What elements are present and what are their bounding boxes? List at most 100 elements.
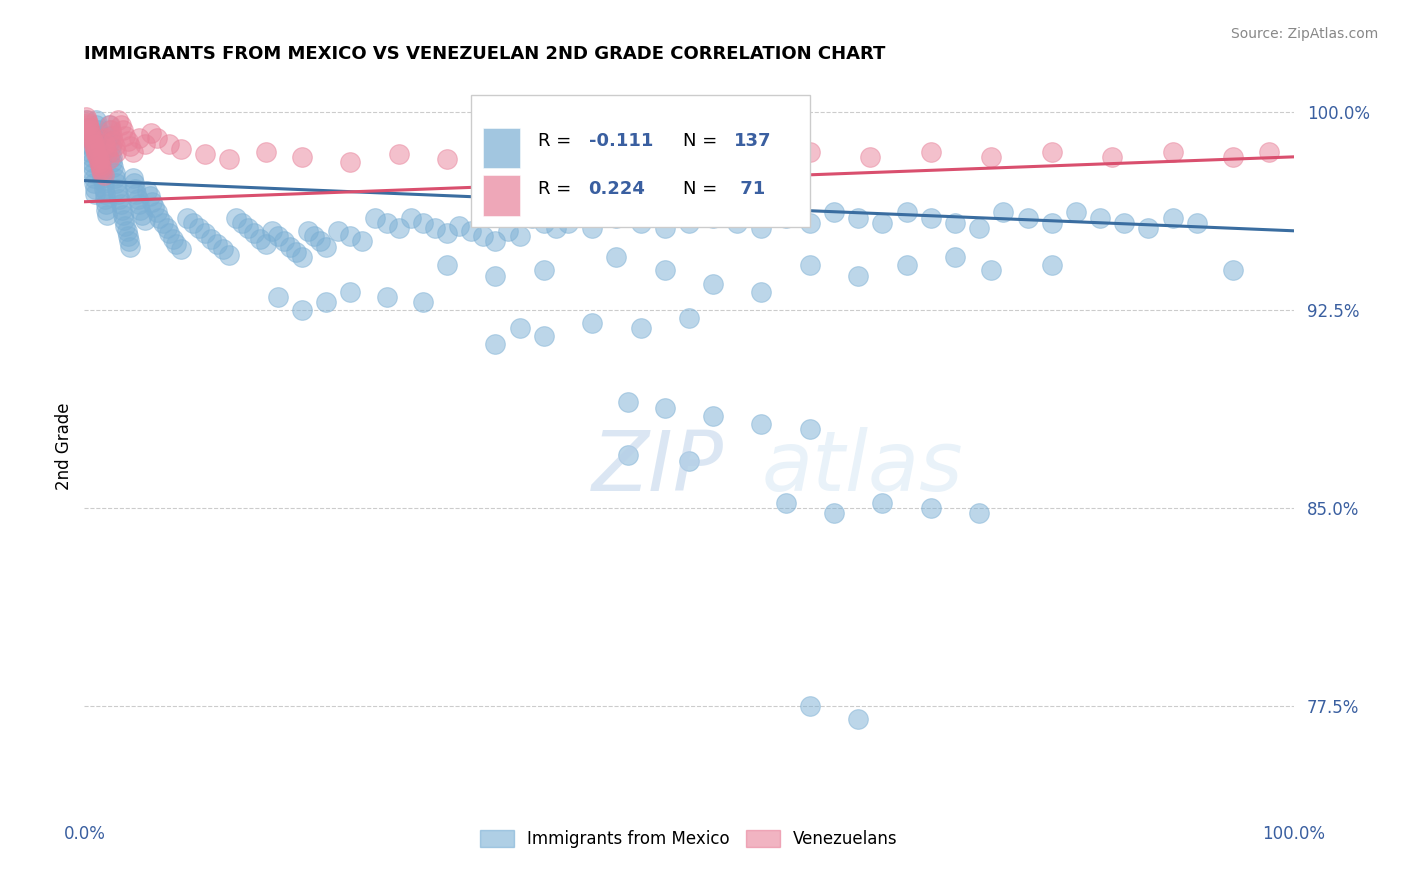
- Point: [943, 216, 966, 230]
- Text: R =: R =: [538, 132, 576, 150]
- Point: [79, 145, 101, 159]
- Point: [484, 235, 506, 249]
- FancyBboxPatch shape: [471, 95, 810, 227]
- Point: [605, 250, 627, 264]
- Point: [1161, 211, 1184, 225]
- Bar: [484, 176, 520, 216]
- Point: [249, 232, 271, 246]
- Point: [170, 142, 193, 156]
- Point: [77, 136, 100, 151]
- Legend: Immigrants from Mexico, Venezuelans: Immigrants from Mexico, Venezuelans: [474, 823, 904, 855]
- Point: [121, 145, 143, 159]
- Point: [117, 134, 139, 148]
- Point: [799, 216, 821, 230]
- Point: [86, 118, 108, 132]
- Point: [111, 202, 134, 217]
- Point: [98, 134, 121, 148]
- Point: [143, 200, 166, 214]
- Point: [139, 126, 162, 140]
- Point: [496, 224, 519, 238]
- Point: [97, 123, 120, 137]
- Point: [617, 147, 640, 161]
- Point: [846, 268, 869, 283]
- Point: [967, 506, 990, 520]
- Point: [97, 118, 120, 132]
- Point: [170, 242, 193, 256]
- Point: [87, 139, 110, 153]
- Point: [96, 147, 118, 161]
- Point: [267, 229, 290, 244]
- Point: [80, 150, 103, 164]
- Point: [1017, 211, 1039, 225]
- Point: [339, 229, 361, 244]
- Point: [273, 235, 295, 249]
- Point: [112, 123, 135, 137]
- Text: N =: N =: [683, 179, 723, 197]
- Point: [412, 216, 434, 230]
- Point: [100, 139, 122, 153]
- Point: [544, 221, 567, 235]
- Point: [86, 128, 108, 143]
- Point: [104, 166, 127, 180]
- Point: [896, 258, 918, 272]
- Point: [297, 224, 319, 238]
- Point: [309, 235, 332, 249]
- Point: [110, 197, 132, 211]
- Point: [1114, 216, 1136, 230]
- Point: [678, 453, 700, 467]
- Point: [77, 123, 100, 137]
- Point: [118, 235, 141, 249]
- Point: [86, 123, 108, 137]
- Point: [84, 142, 107, 156]
- Point: [605, 211, 627, 225]
- Point: [339, 285, 361, 299]
- Point: [90, 155, 112, 169]
- Point: [121, 171, 143, 186]
- Point: [127, 192, 149, 206]
- Point: [751, 285, 773, 299]
- Point: [1088, 211, 1111, 225]
- Point: [291, 250, 314, 264]
- Point: [509, 321, 531, 335]
- Point: [82, 166, 104, 180]
- Point: [388, 147, 411, 161]
- Point: [449, 219, 471, 233]
- Point: [980, 150, 1002, 164]
- Point: [80, 155, 103, 169]
- Point: [1040, 216, 1063, 230]
- Point: [212, 242, 235, 256]
- Point: [90, 161, 112, 175]
- Point: [315, 295, 337, 310]
- Point: [82, 161, 104, 175]
- Point: [83, 136, 105, 151]
- Text: 137: 137: [734, 132, 770, 150]
- Point: [129, 202, 152, 217]
- Point: [1258, 145, 1281, 159]
- Point: [278, 239, 301, 253]
- Point: [533, 263, 555, 277]
- Point: [859, 150, 882, 164]
- Point: [76, 120, 98, 135]
- Point: [93, 169, 115, 183]
- Point: [702, 277, 724, 291]
- Point: [751, 417, 773, 431]
- Point: [654, 263, 676, 277]
- Point: [76, 112, 98, 127]
- Point: [87, 153, 110, 167]
- Point: [1040, 258, 1063, 272]
- Point: [77, 131, 100, 145]
- Point: [630, 216, 652, 230]
- Point: [231, 216, 253, 230]
- Point: [242, 227, 264, 241]
- Point: [920, 145, 942, 159]
- Point: [152, 216, 174, 230]
- Point: [91, 171, 114, 186]
- Point: [725, 216, 748, 230]
- Point: [315, 239, 337, 253]
- Text: 0.224: 0.224: [589, 179, 645, 197]
- Point: [254, 145, 277, 159]
- Point: [80, 131, 103, 145]
- Point: [91, 166, 114, 180]
- Point: [1101, 150, 1123, 164]
- Point: [80, 128, 103, 143]
